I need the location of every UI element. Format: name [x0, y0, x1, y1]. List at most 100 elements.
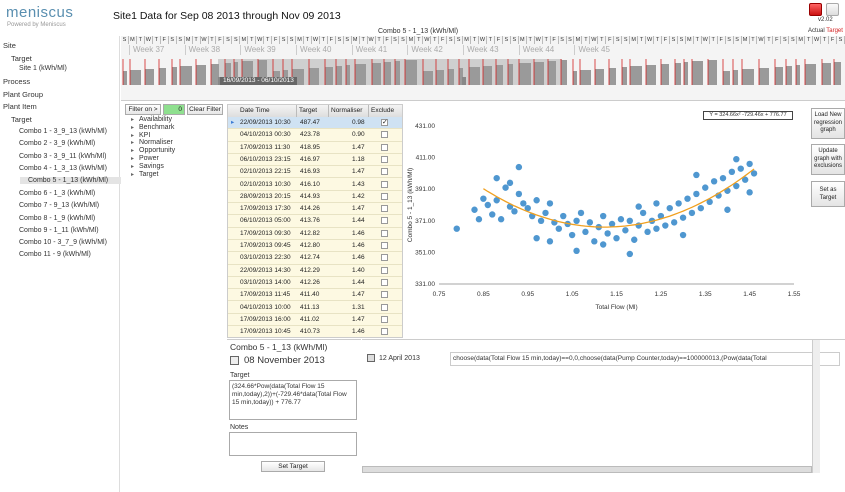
exclude-checkbox[interactable]: ✓ — [381, 119, 388, 126]
table-row[interactable]: 06/10/2013 05:00 413.76 1.44 — [228, 215, 402, 228]
export-pdf-icon[interactable] — [809, 3, 822, 16]
sidebar-item[interactable]: Site — [3, 41, 16, 50]
sidebar-item[interactable]: Combo 1 - 3_9_13 (kWh/Ml) — [19, 128, 107, 135]
sidebar-item[interactable]: Combo 3 - 3_9_11 (kWh/Ml) — [19, 153, 107, 160]
expand-icon[interactable]: ▸ — [131, 124, 135, 131]
table-row[interactable]: 03/10/2013 22:30 412.74 1.46 — [228, 252, 402, 265]
calendar-icon[interactable] — [230, 356, 239, 365]
timeline-day: M — [240, 36, 249, 44]
timeline-day: M — [296, 36, 304, 44]
table-row[interactable]: 04/10/2013 00:30 423.78 0.90 — [228, 129, 402, 142]
table-row[interactable]: 28/09/2013 20:15 414.93 1.42 — [228, 191, 402, 204]
exclude-checkbox[interactable] — [381, 205, 388, 213]
horizontal-scrollbar[interactable] — [362, 466, 812, 473]
col-header-datetime[interactable]: Date Time — [228, 105, 297, 117]
table-row[interactable]: 17/09/2013 11:30 418.95 1.47 — [228, 142, 402, 154]
sidebar-item[interactable]: Combo 4 - 1_3_13 (kWh/Ml) — [19, 165, 107, 172]
col-header-exclude[interactable]: Exclude — [369, 105, 402, 117]
filter-category[interactable]: ▸ KPI — [131, 132, 150, 139]
notes-field[interactable] — [229, 432, 357, 456]
sidebar-item[interactable]: Combo 9 - 1_11 (kWh/Ml) — [19, 227, 99, 234]
scatter-point — [679, 214, 687, 221]
set-as-target-button[interactable]: Set as Target — [811, 181, 845, 207]
exclude-checkbox[interactable] — [381, 168, 388, 176]
table-row[interactable]: 06/10/2013 23:15 416.97 1.18 — [228, 154, 402, 167]
cell-datetime: 17/09/2013 16:00 — [240, 315, 291, 323]
table-row[interactable]: 17/09/2013 11:45 411.40 1.47 — [228, 289, 402, 302]
expand-icon[interactable]: ▸ — [131, 140, 135, 147]
sidebar-item[interactable]: Plant Item — [3, 102, 37, 111]
table-row[interactable]: 17/09/2013 17:30 414.26 1.47 — [228, 203, 402, 216]
table-row[interactable]: 17/09/2013 10:45 410.73 1.46 — [228, 326, 402, 337]
sidebar-item[interactable]: Plant Group — [3, 90, 44, 99]
set-target-button[interactable]: Set Target — [261, 461, 325, 472]
exclude-checkbox[interactable] — [381, 192, 388, 200]
table-row[interactable]: 04/10/2013 10:00 411.13 1.31 — [228, 302, 402, 314]
table-row[interactable]: 03/10/2013 14:00 412.26 1.44 — [228, 277, 402, 290]
filter-category[interactable]: ▸ Opportunity — [131, 147, 175, 154]
table-row[interactable]: 02/10/2013 10:30 416.10 1.43 — [228, 179, 402, 191]
exclude-checkbox[interactable] — [381, 180, 388, 188]
filter-category[interactable]: ▸ Savings — [131, 163, 164, 170]
history-formula[interactable]: choose(data(Total Flow 15 min,today)==0,… — [450, 352, 840, 366]
sidebar-item[interactable]: Site 1 (kWh/Ml) — [19, 65, 67, 72]
filter-category-label: KPI — [139, 131, 151, 139]
exclude-checkbox[interactable] — [381, 266, 388, 274]
exclude-checkbox[interactable] — [381, 143, 388, 151]
table-row[interactable]: 22/09/2013 14:30 412.29 1.40 — [228, 265, 402, 277]
exclude-checkbox[interactable] — [381, 131, 388, 139]
expand-icon[interactable]: ▸ — [131, 171, 135, 178]
sidebar-item[interactable]: Process — [3, 77, 31, 86]
expand-icon[interactable]: ▸ — [131, 117, 135, 123]
sidebar-item[interactable]: Combo 6 - 1_3 (kWh/Ml) — [19, 190, 96, 197]
exclude-checkbox[interactable] — [381, 315, 388, 323]
exclude-checkbox[interactable] — [381, 278, 388, 286]
filter-category[interactable]: ▸ Normaliser — [131, 139, 173, 146]
expand-icon[interactable]: ▸ — [131, 163, 135, 170]
filter-category-label: Savings — [139, 162, 164, 170]
table-row[interactable]: 17/09/2013 16:00 411.02 1.47 — [228, 314, 402, 327]
filter-category[interactable]: ▸ Power — [131, 155, 159, 162]
table-row[interactable]: 17/09/2013 09:30 412.82 1.46 — [228, 228, 402, 240]
col-header-target[interactable]: Target — [297, 105, 329, 117]
expand-icon[interactable]: ▸ — [131, 148, 135, 155]
table-row[interactable]: 17/09/2013 09:45 412.80 1.46 — [228, 240, 402, 253]
sidebar-item[interactable]: Combo 2 - 3_9 (kWh/Ml) — [19, 140, 96, 147]
filter-on-button[interactable]: Filter on > — [125, 104, 161, 115]
col-header-normaliser[interactable]: Normaliser — [329, 105, 369, 117]
filter-category[interactable]: ▸ Benchmark — [131, 124, 174, 131]
sidebar-item[interactable]: Combo 10 - 3_7_9 (kWh/Ml) — [19, 239, 107, 246]
sidebar-item[interactable]: Combo 11 - 9 (kWh/Ml) — [19, 251, 91, 258]
settings-icon[interactable] — [826, 3, 839, 16]
expand-icon[interactable]: ▸ — [131, 156, 135, 162]
update-graph-button[interactable]: Update graph with exclusions — [811, 144, 845, 175]
filter-category[interactable]: ▸ Availability — [131, 116, 172, 123]
timeline-day: T — [527, 36, 535, 44]
clear-filter-button[interactable]: Clear Filter — [187, 104, 223, 115]
sidebar-item[interactable]: Target — [11, 115, 32, 124]
sidebar-item[interactable]: Combo 8 - 1_9 (kWh/Ml) — [19, 215, 96, 222]
range-handle-right[interactable] — [462, 77, 466, 85]
expand-icon[interactable]: ▸ — [131, 132, 135, 139]
vertical-scrollbar[interactable] — [812, 340, 820, 473]
exclude-checkbox[interactable] — [381, 328, 388, 336]
timeline-day: S — [455, 36, 464, 44]
sidebar-item[interactable]: Combo 7 - 9_13 (kWh/Ml) — [19, 202, 100, 209]
filter-category[interactable]: ▸ Target — [131, 171, 158, 178]
exclude-checkbox[interactable] — [381, 229, 388, 237]
exclude-checkbox[interactable] — [381, 254, 388, 262]
table-row[interactable]: 02/10/2013 22:15 416.93 1.47 — [228, 166, 402, 179]
exclude-checkbox[interactable] — [381, 242, 388, 249]
sidebar-item[interactable]: Target — [11, 54, 32, 63]
timeline-day: T — [654, 36, 662, 44]
sidebar-item[interactable]: Combo 5 - 1_13 (kWh/Ml) — [20, 177, 132, 184]
exclude-checkbox[interactable] — [381, 303, 388, 311]
y-tick-label: 371.00 — [415, 218, 435, 225]
exclude-checkbox[interactable] — [381, 217, 388, 225]
target-formula-field[interactable]: (324.66*Pow(data(Total Flow 15 min,today… — [229, 380, 357, 420]
exclude-checkbox[interactable] — [381, 155, 388, 163]
timeline-day: S — [177, 36, 185, 44]
load-regression-button[interactable]: Load New regression graph — [811, 108, 845, 139]
table-row[interactable]: 22/09/2013 10:30 487.47 0.98 ▸ ✓ — [228, 117, 402, 130]
exclude-checkbox[interactable] — [381, 291, 388, 299]
